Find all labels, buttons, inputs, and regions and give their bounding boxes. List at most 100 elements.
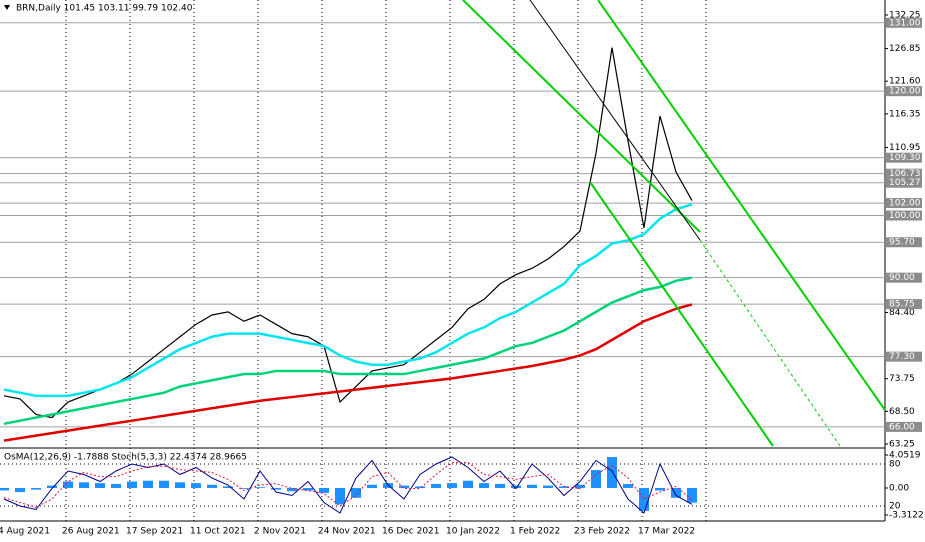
osma-bar <box>47 485 57 489</box>
level-box <box>886 168 922 179</box>
osma-bar <box>655 488 665 491</box>
moving-average <box>3 203 693 398</box>
osma-bar <box>671 488 681 498</box>
osma-bar <box>271 488 281 490</box>
osma-bar <box>399 485 409 489</box>
osma-bar <box>255 487 265 489</box>
osma-bar <box>351 488 361 498</box>
level-box <box>886 272 922 283</box>
osma-bar <box>687 488 697 503</box>
osma-bar <box>415 486 425 489</box>
osma-bar <box>79 482 89 489</box>
osma-bar <box>367 484 377 489</box>
osma-bar <box>639 488 649 511</box>
level-box <box>886 152 922 163</box>
y-tick-label: 116.35 <box>889 109 921 119</box>
level-label: 77.30 <box>889 352 915 362</box>
osma-bar <box>559 486 569 489</box>
osma-bar <box>511 485 521 489</box>
level-box <box>886 237 922 248</box>
osma-bar <box>95 483 105 489</box>
osma-bar <box>495 483 505 489</box>
moving-average <box>3 303 693 442</box>
y-tick-label: 73.75 <box>889 374 915 384</box>
osma-bar <box>591 470 601 489</box>
osma-bar <box>127 481 137 489</box>
osma-bar <box>111 483 121 489</box>
osma-bar <box>0 488 9 491</box>
y-tick-label: 110.95 <box>889 143 921 153</box>
osma-bar <box>543 485 553 489</box>
moving-average <box>3 276 693 426</box>
level-box <box>886 421 922 432</box>
channel-line <box>462 0 701 233</box>
y-tick-label: 68.50 <box>889 407 915 417</box>
stoch-line <box>3 456 693 514</box>
osma-bar <box>447 483 457 489</box>
level-label: 131.00 <box>889 18 921 28</box>
level-box <box>886 351 922 362</box>
x-tick-label: 2 Nov 2021 <box>254 527 306 537</box>
osma-bar <box>623 483 633 489</box>
level-box <box>886 210 922 221</box>
channel-line <box>597 0 886 411</box>
osma-bar <box>207 484 217 489</box>
level-box <box>886 86 922 97</box>
channel-line <box>589 181 774 447</box>
menu-arrow <box>4 5 10 10</box>
osma-bar <box>335 488 345 505</box>
y-tick-label: 63.25 <box>889 440 915 450</box>
x-tick-label: 10 Jan 2022 <box>446 527 500 537</box>
y-tick-label: 121.60 <box>889 77 921 87</box>
level-label: 102.00 <box>889 199 921 209</box>
indicator-title: OsMA(12,26,9) -1.7888 Stoch(5,3,3) 22.43… <box>4 453 247 463</box>
level-box <box>886 177 922 188</box>
osma-bar <box>31 488 41 490</box>
osma-bar <box>463 480 473 489</box>
x-tick-label: 17 Mar 2022 <box>638 527 695 537</box>
x-tick-label: 24 Nov 2021 <box>318 527 376 537</box>
level-label: 105.27 <box>889 178 921 188</box>
x-tick-label: 4 Aug 2021 <box>0 527 50 537</box>
level-label: 100.00 <box>889 211 921 221</box>
osma-bar <box>15 488 25 493</box>
osma-bar <box>223 486 233 489</box>
chart-title: BRN,Daily 101.45 103.11 99.79 102.40 <box>16 4 193 14</box>
x-tick-label: 26 Aug 2021 <box>62 527 120 537</box>
level-label: 85.75 <box>889 300 915 310</box>
osma-bar <box>143 480 153 489</box>
trend-lines <box>462 0 886 447</box>
osma-bar <box>159 480 169 489</box>
y-tick-label: 84.40 <box>889 308 915 318</box>
y-tick-label: 126.85 <box>889 44 921 54</box>
level-label: 90.00 <box>889 273 915 283</box>
level-box <box>886 198 922 209</box>
level-label: 95.70 <box>889 238 915 248</box>
trend-line <box>529 0 701 241</box>
stoch-line <box>3 462 693 508</box>
level-label: 106.73 <box>889 169 921 179</box>
osma-bar <box>319 488 329 493</box>
level-label: 120.00 <box>889 87 921 97</box>
x-tick-label: 16 Dec 2021 <box>382 527 440 537</box>
x-tick-label: 11 Oct 2021 <box>190 527 246 537</box>
level-box <box>886 17 922 28</box>
osma-bar <box>191 483 201 489</box>
osma-bar <box>303 488 313 491</box>
x-tick-label: 23 Feb 2022 <box>574 527 630 537</box>
level-box <box>886 299 922 310</box>
x-tick-label: 1 Feb 2022 <box>510 527 560 537</box>
osma-bar <box>607 457 617 489</box>
osma-bar <box>175 482 185 489</box>
y2-tick-label: 80 <box>889 460 901 470</box>
osma-bar <box>479 483 489 489</box>
level-label: 66.00 <box>889 422 915 432</box>
y-tick-label: 4.0519 <box>889 451 921 461</box>
osma-bar <box>239 488 249 489</box>
y-tick-label: 132.25 <box>889 11 921 21</box>
level-label: 109.30 <box>889 153 921 163</box>
osma-bar <box>287 488 297 492</box>
y2-tick-label: 20 <box>889 502 901 512</box>
y-tick-label: 0.00 <box>889 484 909 494</box>
